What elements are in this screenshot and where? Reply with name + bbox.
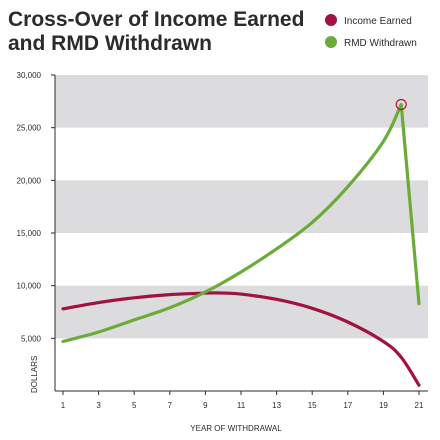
series-line-rmd-withdrawn <box>61 102 421 344</box>
peak-marker <box>395 98 407 111</box>
legend-label-income-earned: Income Earned <box>344 16 412 27</box>
x-tick-label: 7 <box>168 401 173 410</box>
chart-title-line-1: Cross-Over of Income Earned <box>8 8 304 31</box>
x-tick-label: 13 <box>272 401 281 410</box>
x-axis-label: YEAR OF WITHDRAWAL <box>190 424 282 433</box>
x-tick-label: 9 <box>203 401 208 410</box>
y-axis-label: DOLLARS <box>30 356 39 393</box>
series-line-income-earned <box>61 291 421 387</box>
grid-band <box>55 75 428 128</box>
x-axis-ticks: 1 3 5 7 9 11 13 15 17 19 21 <box>61 391 424 410</box>
y-tick-label: 20,000 <box>17 176 42 185</box>
legend-label-rmd-withdrawn: RMD Withdrawn <box>344 38 417 49</box>
x-tick-label: 3 <box>96 401 101 410</box>
x-tick-label: 5 <box>132 401 137 410</box>
x-tick-label: 21 <box>415 401 424 410</box>
legend-swatch-income-earned <box>325 14 337 26</box>
x-tick-label: 1 <box>61 401 66 410</box>
y-tick-label: 5,000 <box>21 334 42 343</box>
y-tick-label: 25,000 <box>17 124 42 133</box>
grid-bands <box>55 75 428 339</box>
chart-title-line-2: and RMD Withdrawn <box>8 32 212 55</box>
y-tick-label: 15,000 <box>17 229 42 238</box>
series-layer <box>61 98 421 387</box>
y-axis-ticks: 5,000 10,000 15,000 20,000 25,000 30,000 <box>17 71 55 343</box>
y-tick-label: 30,000 <box>17 71 42 80</box>
x-tick-label: 15 <box>308 401 317 410</box>
chart-title: Cross-Over of Income Earned and RMD With… <box>8 8 304 55</box>
legend-swatch-rmd-withdrawn <box>325 36 337 48</box>
x-tick-label: 17 <box>343 401 352 410</box>
y-tick-label: 10,000 <box>17 282 42 291</box>
x-tick-label: 19 <box>379 401 388 410</box>
legend: Income Earned RMD Withdrawn <box>325 14 417 49</box>
grid-band <box>55 180 428 233</box>
x-tick-label: 11 <box>237 401 246 410</box>
